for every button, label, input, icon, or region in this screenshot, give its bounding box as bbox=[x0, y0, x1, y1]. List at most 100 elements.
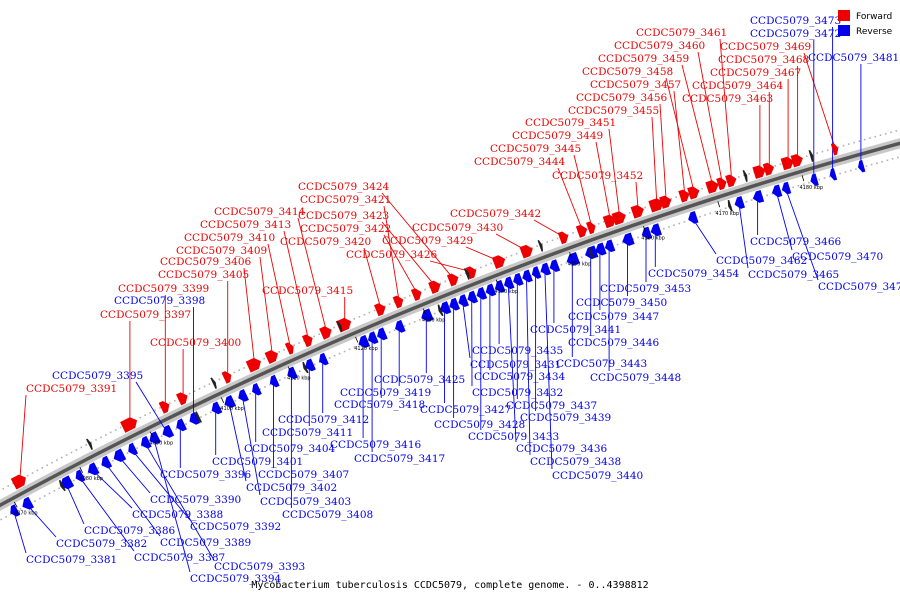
track-dot bbox=[536, 245, 538, 247]
gene-shape bbox=[373, 303, 386, 317]
gene-shape bbox=[522, 269, 533, 283]
track-dot bbox=[61, 456, 63, 459]
track-dot bbox=[238, 369, 240, 371]
forward-leader-line bbox=[381, 192, 455, 280]
reverse-gene-label: CCDC5079_3471 bbox=[818, 281, 900, 293]
reverse-gene-label: CCDC5079_3407 bbox=[258, 469, 349, 481]
track-dot bbox=[699, 215, 701, 218]
track-dot bbox=[126, 452, 129, 454]
reverse-leader-line bbox=[507, 283, 517, 443]
track-dot bbox=[546, 241, 549, 243]
track-dot bbox=[200, 416, 202, 418]
track-dot bbox=[853, 141, 855, 144]
forward-gene-label: CCDC5079_3415 bbox=[262, 285, 353, 297]
reverse-leader-line bbox=[692, 217, 717, 255]
gene-shape bbox=[467, 290, 479, 304]
gene-shape bbox=[319, 352, 329, 366]
track-dot bbox=[263, 357, 265, 360]
gene-shape bbox=[437, 304, 444, 317]
reverse-gene bbox=[189, 412, 201, 425]
track-dot bbox=[114, 429, 117, 431]
gene-shape bbox=[22, 496, 35, 510]
reverse-gene-label: CCDC5079_3387 bbox=[134, 552, 225, 564]
reverse-leader-line bbox=[544, 269, 553, 470]
reverse-gene-label: CCDC5079_3439 bbox=[520, 412, 611, 424]
forward-gene-label: CCDC5079_3397 bbox=[100, 309, 191, 321]
reverse-gene bbox=[75, 469, 86, 483]
gene-shape bbox=[725, 174, 737, 188]
gene-shape bbox=[301, 334, 313, 348]
forward-leader-line bbox=[259, 256, 273, 357]
gene-shape bbox=[659, 195, 672, 209]
track-dot bbox=[805, 155, 808, 157]
track-dot bbox=[53, 490, 56, 492]
forward-leader-line bbox=[697, 51, 723, 184]
gene-shape bbox=[771, 184, 783, 198]
forward-gene-label: CCDC5079_3413 bbox=[200, 219, 291, 231]
track-dot bbox=[269, 383, 271, 386]
tick-mark bbox=[149, 431, 154, 438]
track-dot bbox=[198, 388, 201, 390]
tick-mark bbox=[79, 467, 83, 473]
track-dot bbox=[490, 262, 492, 265]
reverse-gene bbox=[566, 252, 580, 266]
forward-gene bbox=[245, 357, 261, 373]
forward-gene-label: CCDC5079_3458 bbox=[582, 66, 673, 78]
track-dot bbox=[219, 406, 222, 409]
track-dot bbox=[159, 407, 161, 409]
legend-forward-swatch bbox=[838, 10, 850, 21]
forward-leader-line bbox=[573, 154, 593, 228]
reverse-gene bbox=[10, 504, 21, 517]
reverse-gene-label: CCDC5079_3443 bbox=[556, 358, 647, 370]
track-dot bbox=[449, 306, 451, 309]
track-dot bbox=[839, 172, 841, 175]
reverse-gene-label: CCDC5079_3472 bbox=[750, 28, 841, 40]
forward-leader-line bbox=[383, 205, 400, 302]
forward-leader-line bbox=[803, 52, 836, 150]
gene-shape bbox=[630, 204, 644, 219]
tick-mark bbox=[569, 252, 572, 258]
track-dot bbox=[279, 379, 281, 381]
reverse-gene bbox=[595, 242, 607, 256]
forward-gene-label: CCDC5079_3406 bbox=[160, 256, 252, 268]
tick-mark bbox=[801, 175, 805, 182]
forward-gene bbox=[221, 371, 232, 384]
forward-gene bbox=[120, 417, 138, 433]
track-dot bbox=[293, 344, 295, 346]
gene-shape bbox=[410, 288, 422, 302]
reverse-gene-label: CCDC5079_3403 bbox=[260, 496, 351, 508]
reverse-leader-line bbox=[738, 203, 749, 269]
reverse-gene-label: CCDC5079_3393 bbox=[214, 561, 305, 573]
reverse-gene-label: CCDC5079_3396 bbox=[160, 469, 252, 481]
gene-shape bbox=[557, 231, 569, 245]
reverse-leader-line bbox=[144, 442, 215, 561]
reverse-gene-label: CCDC5079_3425 bbox=[374, 374, 465, 386]
reverse-gene-label: CCDC5079_3447 bbox=[568, 311, 659, 323]
track-dot bbox=[714, 210, 717, 213]
track-dot bbox=[719, 209, 722, 211]
track-dot bbox=[637, 236, 639, 239]
gene-shape bbox=[762, 162, 775, 176]
gene-shape bbox=[86, 438, 93, 451]
forward-gene bbox=[752, 165, 766, 179]
reverse-gene bbox=[140, 435, 152, 449]
forward-gene-label: CCDC5079_3429 bbox=[382, 235, 473, 247]
track-dot bbox=[284, 377, 286, 379]
track-dot bbox=[480, 266, 482, 269]
forward-gene-label: CCDC5079_3424 bbox=[298, 181, 390, 193]
track-dot bbox=[318, 333, 320, 335]
track-dot bbox=[0, 518, 3, 521]
forward-gene bbox=[575, 224, 588, 238]
gene-shape bbox=[238, 388, 249, 402]
reverse-gene bbox=[305, 358, 316, 372]
track-dot bbox=[338, 352, 341, 355]
track-dot bbox=[264, 386, 266, 388]
reverse-gene bbox=[87, 462, 100, 476]
gene-shape bbox=[10, 504, 21, 517]
forward-gene bbox=[519, 244, 533, 259]
reverse-gene bbox=[476, 286, 488, 300]
gene-shape bbox=[269, 374, 280, 388]
reverse-gene bbox=[149, 431, 161, 445]
gene-shape bbox=[392, 295, 404, 309]
